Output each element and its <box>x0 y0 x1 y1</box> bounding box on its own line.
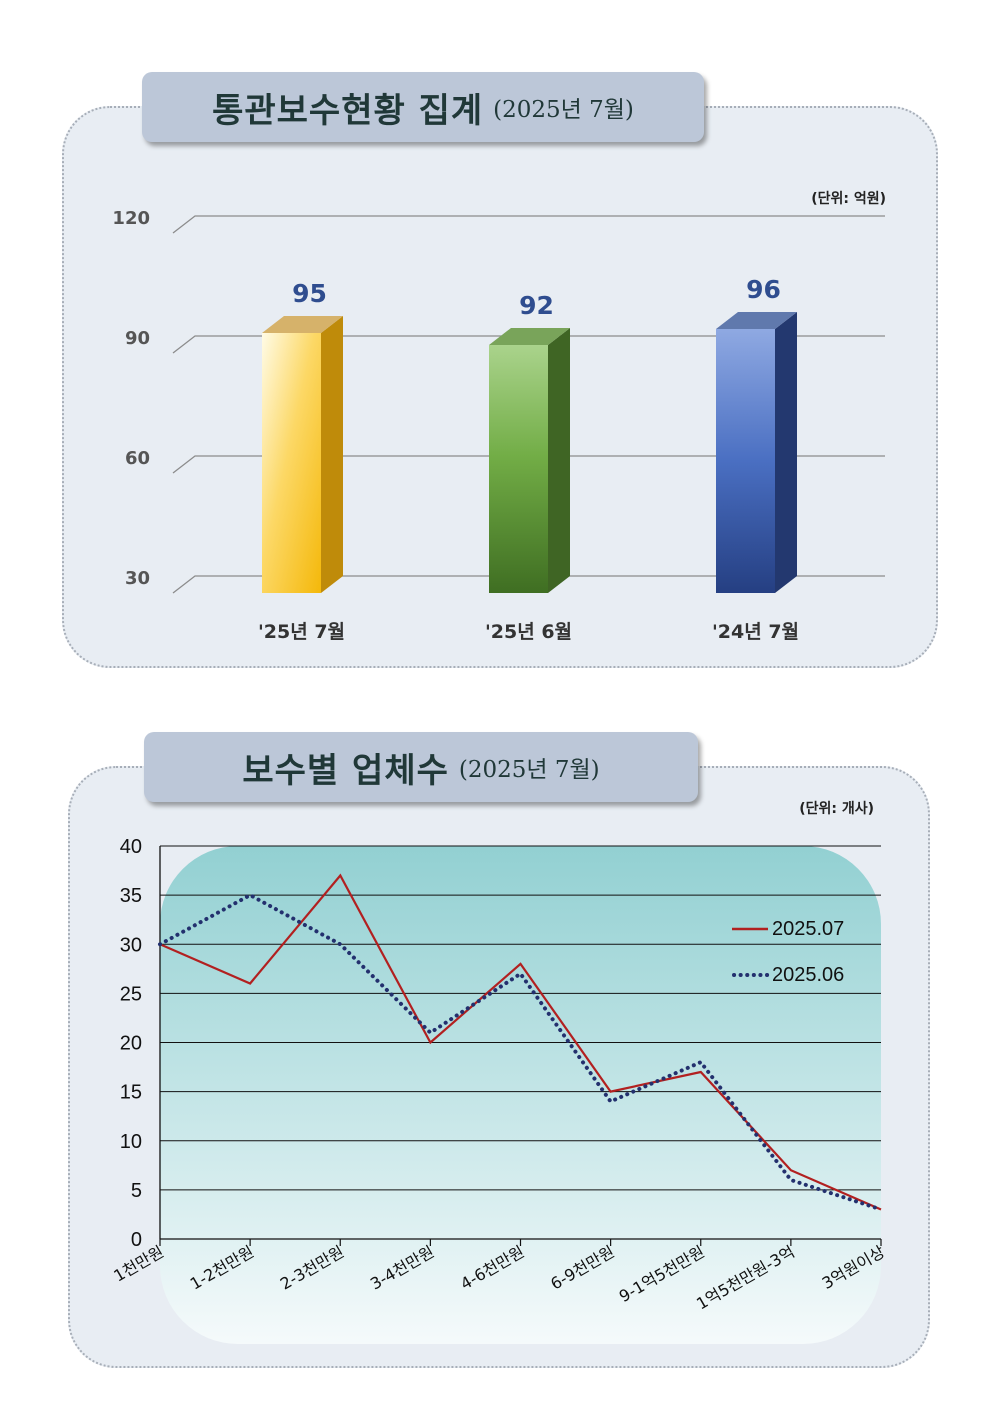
plot-area-background <box>160 846 881 1344</box>
bar-chart-title-box: 통관보수현황 집계 (2025년 7월) <box>142 72 704 142</box>
bar-chart-gridline <box>172 335 885 354</box>
bar-category-label: '25년 6월 <box>485 621 572 643</box>
line-chart-y-tick: 20 <box>120 1033 142 1055</box>
line-chart-y-tick: 40 <box>120 836 142 858</box>
bar-chart-y-tick: 120 <box>112 208 150 229</box>
series-line-2025-06 <box>158 893 883 1212</box>
line-chart-y-tick: 0 <box>131 1229 142 1251</box>
bar-category-label: '24년 7월 <box>712 621 799 643</box>
legend-label: 2025.07 <box>772 917 845 940</box>
line-chart-legend: 2025.07 2025.06 <box>732 906 844 998</box>
bar-chart-y-tick: 90 <box>125 328 150 349</box>
line-chart-y-tick: 30 <box>120 934 142 956</box>
bar-chart-y-tick: 30 <box>125 568 150 589</box>
line-chart-title-box: 보수별 업체수 (2025년 7월) <box>144 732 698 802</box>
bar-top <box>716 312 797 329</box>
bar-side <box>321 316 343 593</box>
line-chart-y-tick: 25 <box>120 983 142 1005</box>
bar-value-label: 95 <box>292 279 327 308</box>
bar-side <box>775 312 797 593</box>
bar-chart-gridline <box>172 575 885 594</box>
line-chart-subtitle: (2025년 7월) <box>458 757 600 783</box>
bar-chart-title: 통관보수현황 집계 <box>212 90 484 131</box>
line-chart-y-tick: 5 <box>131 1180 142 1202</box>
bar <box>716 329 775 593</box>
line-chart-y-tick: 10 <box>120 1131 142 1153</box>
legend-swatch-dotted <box>732 973 770 977</box>
line-chart-unit: (단위: 개사) <box>799 801 874 817</box>
line-chart-y-tick: 15 <box>120 1082 142 1104</box>
legend-swatch-solid <box>732 927 768 931</box>
bar-chart-y-tick: 60 <box>125 448 150 469</box>
bar-chart-subtitle: (2025년 7월) <box>493 97 634 123</box>
bar-value-label: 92 <box>519 291 554 320</box>
bar-top <box>262 316 343 333</box>
bar-side <box>548 328 570 593</box>
bar-chart-gridline <box>172 215 885 234</box>
bar <box>262 333 321 593</box>
legend-item-2025-06: 2025.06 <box>732 952 844 998</box>
line-chart-title: 보수별 업체수 <box>242 750 449 791</box>
line-chart-y-tick: 35 <box>120 885 142 907</box>
legend-label: 2025.06 <box>772 963 845 986</box>
bar-chart-unit: (단위: 억원) <box>811 191 886 207</box>
bar-category-label: '25년 7월 <box>258 621 345 643</box>
bar-chart-gridline <box>172 455 885 474</box>
bar-chart: 30 60 90 120 95 '25년 7월 92 '25년 6월 96 '24년 7월 <box>112 208 885 643</box>
bar-top <box>489 328 570 345</box>
bar <box>489 345 548 593</box>
legend-item-2025-07: 2025.07 <box>732 906 844 952</box>
bar-value-label: 96 <box>746 275 781 304</box>
